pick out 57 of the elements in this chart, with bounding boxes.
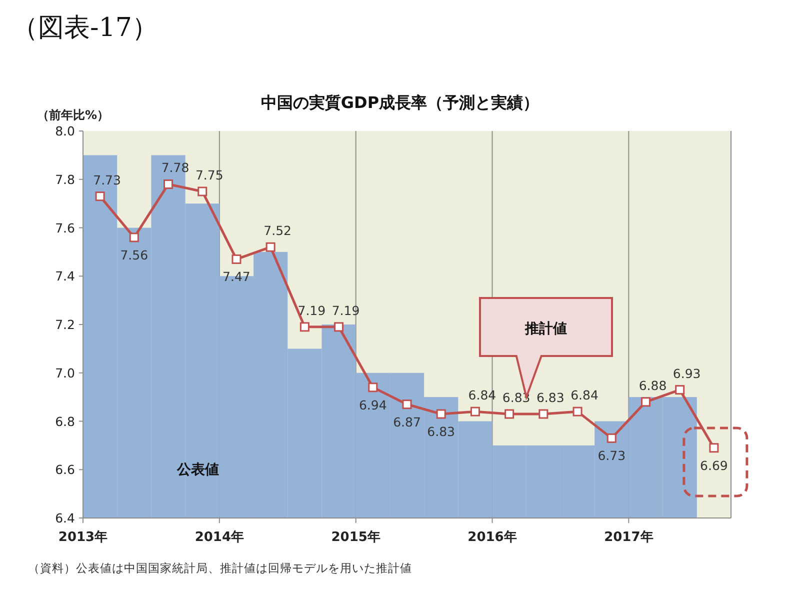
data-label: 6.93 xyxy=(672,366,701,381)
point xyxy=(95,192,105,202)
point xyxy=(709,443,719,453)
data-label: 7.47 xyxy=(222,269,250,284)
data-label: 6.69 xyxy=(700,458,728,473)
text: （資料）公表値は中国国家統計局、推計値は回帰モデルを用いた推計値 xyxy=(28,561,412,575)
y-tick-label: 7.4 xyxy=(55,268,76,284)
y-tick-label: 7.0 xyxy=(55,365,76,380)
y-tick-label: 7.6 xyxy=(55,220,76,236)
x-tick-label: 2013年 xyxy=(58,530,108,545)
point xyxy=(640,397,650,407)
point xyxy=(675,385,685,395)
data-label: 7.73 xyxy=(93,172,121,188)
data-label: 7.19 xyxy=(332,302,360,318)
point xyxy=(129,232,139,242)
data-label: 6.84 xyxy=(468,388,496,403)
annotation: 公表値 xyxy=(176,462,219,478)
x-tick-label: 2014年 xyxy=(194,530,244,545)
point xyxy=(232,254,242,264)
data-label: 6.83 xyxy=(427,424,456,439)
point xyxy=(572,406,582,416)
text: （図表-17） xyxy=(12,13,158,43)
y-tick-label: 6.6 xyxy=(55,462,76,478)
data-label: 6.73 xyxy=(598,448,626,464)
x-tick-label: 2016年 xyxy=(468,530,517,545)
point xyxy=(402,400,412,410)
point xyxy=(266,242,276,252)
data-label: 7.75 xyxy=(195,167,224,182)
data-label: 7.19 xyxy=(298,302,326,318)
x-tick-label: 2015年 xyxy=(331,530,380,545)
data-label: 7.78 xyxy=(161,160,190,176)
point xyxy=(538,409,548,419)
y-tick-label: 6.4 xyxy=(55,510,76,526)
data-label: 6.88 xyxy=(638,378,667,393)
point xyxy=(334,322,344,332)
data-label: 6.83 xyxy=(536,390,564,405)
y-axis-title: （前年比%） xyxy=(37,108,110,122)
annotation: 推計値 xyxy=(524,321,567,337)
point xyxy=(504,409,514,419)
point xyxy=(368,382,378,392)
point xyxy=(164,179,174,189)
data-label: 6.87 xyxy=(393,414,421,430)
point xyxy=(436,409,446,419)
y-tick-label: 7.2 xyxy=(55,317,75,332)
data-label: 7.52 xyxy=(264,223,292,238)
y-tick-label: 7.8 xyxy=(55,172,76,187)
y-tick-label: 6.8 xyxy=(55,414,76,429)
data-label: 6.84 xyxy=(570,388,598,403)
y-tick-label: 8.0 xyxy=(55,124,76,138)
point xyxy=(606,433,616,443)
chart-title: 中国の実質GDP成長率（予測と実績） xyxy=(260,93,540,112)
data-label: 7.56 xyxy=(120,247,148,262)
point xyxy=(470,406,480,416)
point xyxy=(300,322,310,332)
x-tick-label: 2017年 xyxy=(604,530,654,545)
point xyxy=(198,186,208,196)
data-label: 6.94 xyxy=(358,397,387,412)
